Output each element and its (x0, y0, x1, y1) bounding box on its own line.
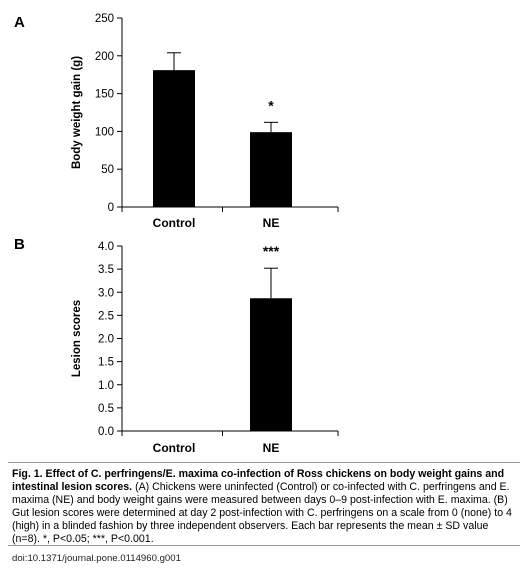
y-axis-label: Lesion scores (71, 300, 83, 377)
doi-text: doi:10.1371/journal.pone.0114960.g001 (12, 553, 181, 564)
y-tick-label: 0.0 (98, 426, 114, 438)
panel-letter: B (14, 236, 25, 253)
y-tick-label: 2.5 (98, 310, 114, 322)
y-tick-label: 0 (108, 202, 114, 214)
y-axis-label: Body weight gain (g) (71, 56, 83, 169)
y-tick-label: 150 (95, 89, 114, 101)
y-tick-label: 4.0 (98, 241, 114, 253)
y-tick-label: 2.0 (98, 334, 114, 346)
y-tick-label: 3.0 (98, 287, 114, 299)
y-tick-label: 3.5 (98, 264, 114, 276)
bar (250, 298, 292, 431)
caption-body: (A) Chickens were uninfected (Control) o… (12, 481, 512, 545)
x-category-label: Control (153, 441, 196, 455)
panel-letter: A (14, 14, 25, 31)
bar (153, 70, 195, 207)
significance-marker: *** (263, 243, 280, 259)
caption-top-rule (8, 462, 520, 463)
y-tick-label: 100 (95, 126, 114, 138)
bar (250, 132, 292, 207)
figure-caption: Fig. 1. Effect of C. perfringens/E. maxi… (12, 468, 518, 546)
x-category-label: NE (263, 441, 280, 455)
y-tick-label: 50 (101, 164, 114, 176)
caption-title: Fig. 1. Effect of C. perfringens/E. maxi… (12, 468, 505, 493)
caption-bottom-rule (8, 545, 520, 546)
significance-marker: * (268, 97, 274, 113)
y-tick-label: 0.5 (98, 403, 114, 415)
x-category-label: NE (263, 216, 280, 230)
y-tick-label: 200 (95, 51, 114, 63)
y-tick-label: 1.5 (98, 357, 114, 369)
y-tick-label: 1.0 (98, 380, 114, 392)
y-tick-label: 250 (95, 13, 114, 25)
x-category-label: Control (153, 216, 196, 230)
figure-charts: A 0 50 100 150 200 250 Body weight gain (g) Cont… (14, 13, 339, 455)
